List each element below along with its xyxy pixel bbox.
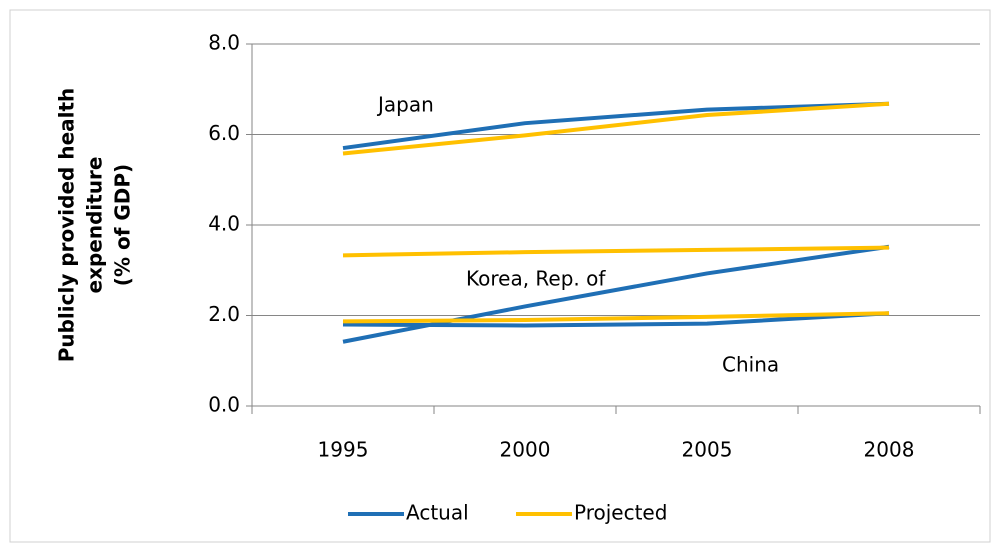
series-line [342, 311, 890, 328]
series-line [342, 101, 890, 156]
annotation: China [722, 353, 779, 377]
annotation: Korea, Rep. of [466, 267, 606, 291]
chart-border [9, 9, 991, 543]
y-axis-title: (% of GDP) [111, 164, 135, 286]
y-tick-label: 2.0 [208, 302, 240, 326]
series-line [342, 245, 890, 258]
x-tick-label: 2008 [864, 438, 915, 462]
y-tick-label: 0.0 [208, 393, 240, 417]
x-tick-label: 2005 [682, 438, 733, 462]
series-line [342, 101, 890, 151]
x-tick-label: 1995 [318, 438, 369, 462]
series-line [342, 311, 890, 324]
legend-label: Actual [406, 501, 469, 525]
legend-label: Projected [574, 501, 667, 525]
y-axis-title: expenditure [83, 157, 107, 294]
x-tick-label: 2000 [500, 438, 551, 462]
y-tick-label: 4.0 [208, 212, 240, 236]
y-axis-title: Publicly provided health [55, 88, 79, 363]
y-tick-label: 6.0 [208, 121, 240, 145]
y-tick-label: 8.0 [208, 31, 240, 55]
annotation: Japan [376, 93, 434, 117]
